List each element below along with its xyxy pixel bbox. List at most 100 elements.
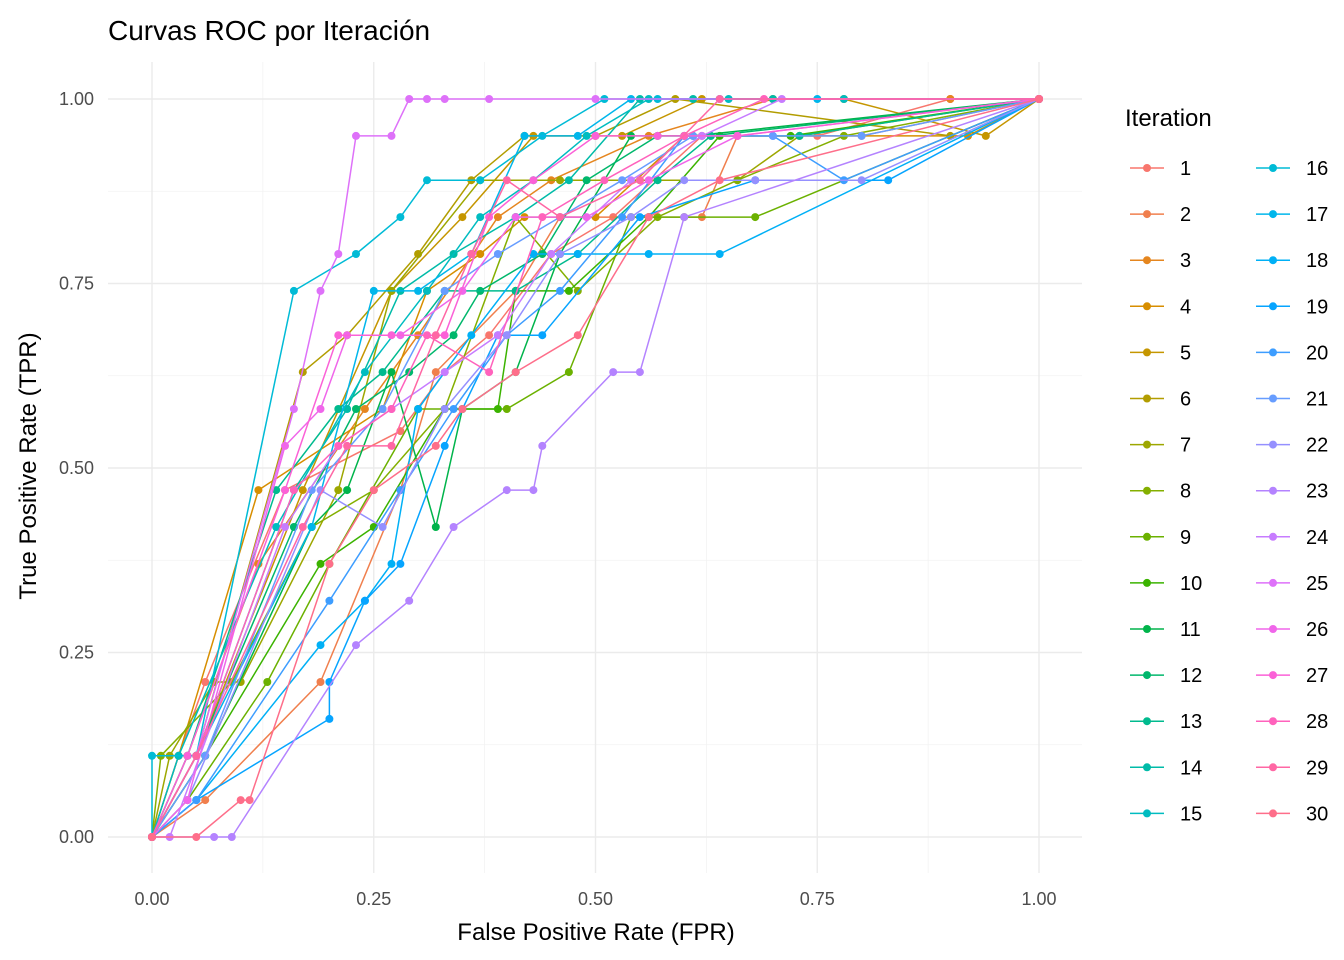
data-point — [449, 405, 458, 413]
data-point — [378, 405, 387, 413]
data-point — [440, 405, 449, 413]
data-point — [387, 441, 396, 450]
series-line — [151, 98, 1039, 838]
data-point — [556, 250, 564, 258]
data-point — [423, 95, 431, 103]
data-point — [192, 833, 201, 841]
data-point — [281, 486, 289, 495]
data-point — [334, 331, 343, 340]
legend-label: 7 — [1180, 435, 1191, 457]
legend-key-point — [1269, 348, 1277, 357]
data-point — [467, 250, 476, 258]
data-point — [316, 641, 325, 650]
data-point — [183, 751, 192, 760]
data-point — [210, 833, 219, 841]
data-point — [529, 176, 538, 185]
data-point — [538, 441, 547, 450]
data-point — [582, 176, 591, 185]
data-point — [298, 523, 307, 531]
legend-label: 14 — [1180, 757, 1202, 779]
data-point — [635, 176, 644, 185]
data-point — [768, 131, 777, 140]
legend-label: 25 — [1306, 573, 1328, 595]
legend-key-point — [1269, 717, 1277, 726]
x-tick-label: 0.75 — [800, 889, 835, 909]
legend-item-3: 3 — [1130, 250, 1191, 272]
data-point — [520, 131, 529, 140]
legend-item-23: 23 — [1256, 481, 1328, 503]
data-point — [644, 176, 653, 185]
legend-label: 29 — [1306, 757, 1328, 779]
legend-key-point — [1269, 625, 1277, 633]
data-point — [644, 213, 653, 222]
series-line — [151, 98, 1040, 838]
data-point — [502, 486, 511, 495]
data-point — [476, 176, 485, 185]
data-point — [600, 176, 609, 185]
legend-key-point — [1143, 717, 1151, 726]
legend-item-10: 10 — [1130, 573, 1202, 595]
legend-label: 6 — [1180, 389, 1191, 411]
legend-label: 4 — [1180, 296, 1191, 318]
data-point — [272, 486, 281, 495]
legend-item-6: 6 — [1130, 389, 1191, 411]
data-point — [431, 331, 440, 340]
data-point — [289, 405, 298, 413]
legend-item-14: 14 — [1130, 757, 1202, 779]
legend-label: 3 — [1180, 250, 1191, 272]
data-point — [635, 213, 644, 222]
data-point — [405, 596, 414, 605]
legend-key-point — [1269, 532, 1277, 541]
data-point — [360, 368, 369, 377]
data-point — [423, 176, 431, 185]
data-point — [627, 176, 635, 185]
data-point — [618, 176, 627, 185]
data-point — [440, 368, 449, 377]
legend-item-19: 19 — [1256, 296, 1328, 318]
data-point — [573, 331, 582, 340]
data-point — [192, 796, 201, 805]
data-point — [582, 131, 591, 140]
legend-label: 28 — [1306, 711, 1328, 733]
legend-item-12: 12 — [1130, 665, 1202, 687]
legend-title: Iteration — [1125, 105, 1212, 132]
data-point — [281, 523, 289, 531]
legend-key-point — [1143, 302, 1151, 311]
data-point — [352, 641, 360, 650]
y-axis-ticks: 0.00 0.25 0.50 0.75 1.00 — [59, 89, 94, 847]
legend-key-point — [1143, 394, 1151, 403]
data-point — [556, 176, 564, 185]
data-point — [334, 250, 343, 258]
data-point — [352, 131, 360, 140]
series-line — [151, 98, 1039, 838]
data-point — [458, 213, 467, 222]
data-point — [440, 331, 449, 340]
data-point — [502, 405, 511, 413]
legend-label: 12 — [1180, 665, 1202, 687]
data-point — [423, 286, 431, 295]
data-point — [316, 286, 325, 295]
data-point — [316, 405, 325, 413]
legend-label: 19 — [1306, 296, 1328, 318]
x-tick-label: 0.50 — [578, 889, 613, 909]
data-point — [431, 368, 440, 377]
legend-label: 20 — [1306, 342, 1328, 364]
series-line — [151, 98, 1040, 838]
data-point — [272, 523, 281, 531]
y-tick-label: 0.25 — [59, 643, 94, 663]
data-point — [227, 833, 236, 841]
data-point — [325, 714, 334, 723]
legend-key-point — [1269, 763, 1277, 772]
data-point — [352, 250, 360, 258]
legend-key-point — [1143, 210, 1151, 219]
legend-key-point — [1269, 256, 1277, 265]
x-tick-label: 0.00 — [134, 889, 169, 909]
data-point — [387, 331, 396, 340]
data-point — [485, 331, 494, 340]
legend-label: 17 — [1306, 204, 1328, 226]
series-30 — [148, 95, 1043, 841]
data-point — [476, 250, 485, 258]
legend-key-point — [1269, 440, 1277, 449]
legend-label: 11 — [1180, 619, 1201, 641]
legend-item-16: 16 — [1256, 158, 1328, 180]
